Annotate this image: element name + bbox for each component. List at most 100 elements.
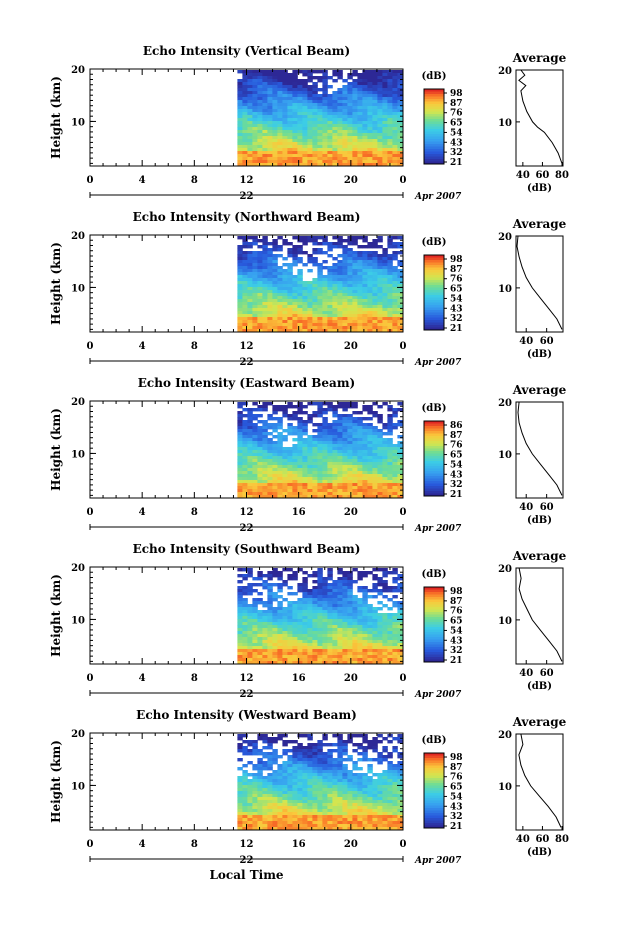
heatmap-cell <box>347 308 353 312</box>
x-tick-label: 8 <box>191 341 198 352</box>
heatmap-cell <box>252 290 258 294</box>
heatmap-cell <box>272 444 278 448</box>
heatmap-cell <box>282 109 288 113</box>
heatmap-cell <box>312 613 318 617</box>
heatmap-cell <box>257 82 263 86</box>
heatmap-cell <box>352 85 358 89</box>
heatmap-cell <box>277 459 283 463</box>
heatmap-cell <box>397 480 403 484</box>
colorbar-band <box>424 622 444 625</box>
heatmap-cell <box>257 79 263 83</box>
heatmap-cell <box>272 770 278 774</box>
heatmap-cell <box>322 607 328 611</box>
heatmap-cell <box>272 827 278 831</box>
heatmap-cell <box>372 239 378 243</box>
heatmap-cell <box>337 634 343 638</box>
heatmap-cell <box>252 100 258 104</box>
heatmap-cell <box>327 323 333 327</box>
heatmap-cell <box>277 486 283 490</box>
heatmap-cell <box>322 586 328 590</box>
heatmap-cell <box>292 124 298 128</box>
heatmap-cell <box>342 245 348 249</box>
heatmap-cell <box>312 284 318 288</box>
heatmap-cell <box>297 661 303 665</box>
heatmap-cell <box>367 103 373 107</box>
heatmap-cell <box>377 157 383 161</box>
heatmap-cell <box>357 329 363 333</box>
heatmap-cell <box>267 456 273 460</box>
heatmap-cell <box>332 468 338 472</box>
heatmap-cell <box>257 260 263 264</box>
heatmap-cell <box>387 145 393 149</box>
colorbar-tick-label: 43 <box>450 636 463 646</box>
heatmap-cell <box>352 580 358 584</box>
heatmap-cell <box>322 785 328 789</box>
heatmap-cell <box>287 423 293 427</box>
heatmap-cell <box>327 770 333 774</box>
colorbar-tick-label: 21 <box>450 324 463 334</box>
heatmap-cell <box>372 637 378 641</box>
heatmap-cell <box>367 254 373 258</box>
heatmap-cell <box>322 438 328 442</box>
heatmap-cell <box>322 492 328 496</box>
heatmap-cell <box>387 109 393 113</box>
heatmap-cell <box>317 806 323 810</box>
heatmap-cell <box>332 607 338 611</box>
heatmap-cell <box>332 619 338 623</box>
heatmap-cell <box>252 73 258 77</box>
heatmap-cell <box>332 489 338 493</box>
y-tick-label: 20 <box>71 563 85 574</box>
heatmap-cell <box>282 73 288 77</box>
heatmap-cell <box>292 136 298 140</box>
heatmap-cell <box>387 151 393 155</box>
heatmap-cell <box>377 580 383 584</box>
heatmap-cell <box>337 94 343 98</box>
colorbar-band <box>424 255 444 258</box>
heatmap-cell <box>277 601 283 605</box>
heatmap-cell <box>382 646 388 650</box>
heatmap-cell <box>377 112 383 116</box>
heatmap-cell <box>262 106 268 110</box>
heatmap-cell <box>397 619 403 623</box>
heatmap-cell <box>262 248 268 252</box>
heatmap-cell <box>332 420 338 424</box>
heatmap-cell <box>317 749 323 753</box>
colorbar-tick-label: 21 <box>450 158 463 168</box>
heatmap-cell <box>252 779 258 783</box>
heatmap-cell <box>312 115 318 119</box>
heatmap-cell <box>382 142 388 146</box>
heatmap-cell <box>397 287 403 291</box>
heatmap-cell <box>287 465 293 469</box>
y-tick-label: 10 <box>71 615 85 626</box>
heatmap-cell <box>242 586 248 590</box>
heatmap-cell <box>287 82 293 86</box>
heatmap-cell <box>327 598 333 602</box>
heatmap-cell <box>267 118 273 122</box>
heatmap-cell <box>367 296 373 300</box>
heatmap-cell <box>282 263 288 267</box>
heatmap-cell <box>262 456 268 460</box>
heatmap-cell <box>302 103 308 107</box>
heatmap-cell <box>312 616 318 620</box>
heatmap-cell <box>357 571 363 575</box>
heatmap-cell <box>242 574 248 578</box>
heatmap-cell <box>352 634 358 638</box>
heatmap-cell <box>347 121 353 125</box>
heatmap-cell <box>242 109 248 113</box>
heatmap-cell <box>392 154 398 158</box>
heatmap-cell <box>327 145 333 149</box>
heatmap-cell <box>392 245 398 249</box>
heatmap-cell <box>252 447 258 451</box>
heatmap-cell <box>237 477 243 481</box>
heatmap-cell <box>247 438 253 442</box>
heatmap-cell <box>242 616 248 620</box>
heatmap-cell <box>352 100 358 104</box>
heatmap-cell <box>337 314 343 318</box>
heatmap-cell <box>282 649 288 653</box>
heatmap-cell <box>292 236 298 240</box>
heatmap-cell <box>342 278 348 282</box>
heatmap-cell <box>377 625 383 629</box>
heatmap-cell <box>337 592 343 596</box>
heatmap-cell <box>252 275 258 279</box>
heatmap-cell <box>347 465 353 469</box>
